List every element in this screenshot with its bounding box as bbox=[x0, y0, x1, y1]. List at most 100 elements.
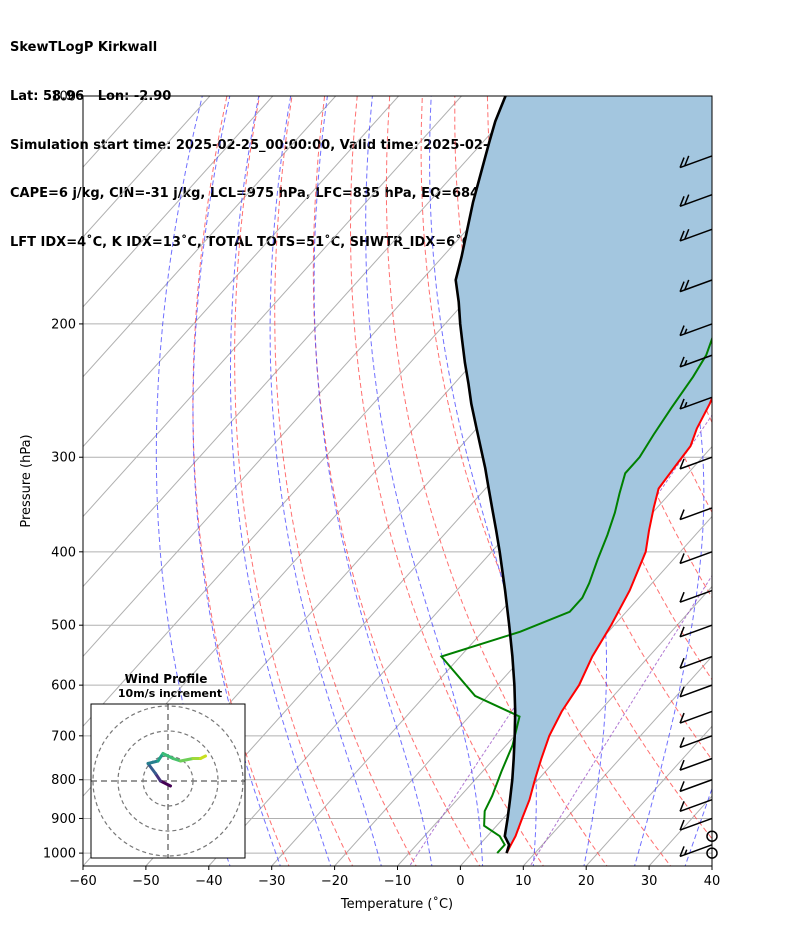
wind-barb bbox=[679, 624, 713, 638]
barb-shaft bbox=[679, 798, 713, 813]
y-tick-label: 500 bbox=[51, 619, 76, 634]
barb-shaft bbox=[679, 710, 713, 724]
x-tick-label: 10 bbox=[515, 874, 532, 889]
wind-barb bbox=[679, 817, 713, 831]
y-tick-label: 1000 bbox=[43, 847, 76, 862]
y-tick-label: 800 bbox=[51, 773, 76, 788]
x-tick-label: −50 bbox=[132, 874, 159, 889]
barb-half bbox=[684, 849, 688, 855]
wind-barb bbox=[679, 655, 713, 669]
barb-half bbox=[684, 401, 688, 408]
y-tick-label: 600 bbox=[51, 679, 76, 694]
y-tick-label: 300 bbox=[51, 451, 76, 466]
y-tick-label: 700 bbox=[51, 729, 76, 744]
wind-barb bbox=[679, 684, 713, 698]
dewpoint-line bbox=[439, 336, 712, 854]
x-tick-label: −40 bbox=[195, 874, 222, 889]
dry-adiabat bbox=[349, 96, 545, 866]
hodograph-segment bbox=[161, 752, 175, 760]
isotherm-line bbox=[397, 515, 712, 866]
barb-flag bbox=[679, 398, 685, 410]
wind-barb bbox=[679, 354, 713, 368]
barb-flag bbox=[679, 686, 685, 698]
y-tick-label: 100 bbox=[51, 90, 76, 105]
y-tick-label: 900 bbox=[51, 812, 76, 827]
moist-adiabat bbox=[269, 96, 382, 866]
wind-barb bbox=[679, 279, 713, 293]
moist-adiabat bbox=[313, 96, 433, 866]
indices-text: LFT IDX=4˚C, K IDX=13˚C, TOTAL TOTS=51˚C… bbox=[10, 234, 472, 250]
isotherm-line bbox=[83, 96, 337, 378]
dry-adiabat bbox=[274, 96, 417, 866]
x-tick-label: 30 bbox=[641, 874, 658, 889]
wind-barb bbox=[679, 193, 713, 208]
x-tick-label: −10 bbox=[384, 874, 411, 889]
y-tick-label: 400 bbox=[51, 545, 76, 560]
moist-adiabat bbox=[634, 96, 705, 866]
wind-barb bbox=[679, 710, 713, 724]
wind-barb bbox=[679, 228, 713, 242]
hodograph-segment bbox=[156, 752, 165, 763]
barb-shaft bbox=[679, 779, 713, 793]
barb-flag bbox=[679, 759, 685, 771]
location-text: Lat: 58.96 Lon: -2.90 bbox=[10, 89, 172, 105]
wind-barb bbox=[679, 396, 713, 410]
isotherm-line bbox=[334, 445, 712, 866]
wind-barb bbox=[679, 735, 713, 749]
hodograph-inset: Wind Profile 10m/s increment bbox=[90, 672, 246, 859]
wind-barb bbox=[679, 155, 713, 169]
dry-adiabat bbox=[454, 96, 712, 840]
barb-shaft bbox=[679, 551, 713, 565]
barb-half bbox=[684, 359, 688, 366]
barb-flag bbox=[679, 356, 685, 368]
barb-flag bbox=[679, 281, 685, 292]
barb-flag bbox=[679, 509, 685, 520]
wind-barb bbox=[679, 844, 713, 858]
hodograph-ring bbox=[117, 730, 219, 832]
moist-adiabat bbox=[230, 96, 332, 866]
x-axis-label: Temperature (˚C) bbox=[340, 896, 453, 912]
hodograph-segment bbox=[146, 762, 157, 775]
barb-flag bbox=[679, 657, 685, 669]
barb-flag bbox=[684, 279, 690, 291]
hodograph-frame bbox=[90, 703, 246, 859]
wind-barb bbox=[679, 589, 713, 603]
moist-adiabat bbox=[192, 96, 281, 866]
wind-barb bbox=[679, 779, 713, 793]
barb-flag bbox=[679, 458, 685, 470]
dry-adiabat bbox=[234, 96, 354, 866]
barb-shaft bbox=[679, 735, 713, 749]
barb-flag bbox=[679, 819, 685, 831]
chart-series bbox=[439, 96, 712, 854]
dry-adiabat bbox=[715, 96, 794, 869]
barb-half bbox=[684, 328, 688, 335]
hodograph-segment bbox=[159, 779, 172, 788]
hodograph-segment bbox=[199, 754, 207, 760]
isotherm-line bbox=[711, 865, 712, 866]
cape-area bbox=[455, 96, 712, 854]
y-tick-label: 200 bbox=[51, 317, 76, 332]
wind-barb bbox=[679, 551, 713, 565]
barb-shaft bbox=[679, 817, 713, 831]
barb-flag bbox=[679, 553, 685, 564]
wind-barb bbox=[679, 757, 713, 771]
dry-adiabat bbox=[312, 96, 481, 866]
barb-flag bbox=[679, 230, 685, 242]
parcel-line bbox=[454, 96, 517, 854]
barb-flag bbox=[684, 194, 690, 205]
barb-flag bbox=[679, 737, 685, 748]
barb-shaft bbox=[679, 624, 713, 638]
barb-flag bbox=[679, 591, 685, 603]
barb-flag bbox=[684, 228, 690, 240]
dry-adiabat bbox=[748, 96, 794, 869]
isotherm-line bbox=[460, 585, 712, 866]
wind-barb bbox=[679, 323, 713, 337]
hodograph-subtitle: 10m/s increment bbox=[118, 687, 222, 700]
chart-title: SkewTLogP Kirkwall bbox=[10, 40, 158, 56]
barb-flag bbox=[679, 712, 685, 724]
moist-adiabat bbox=[684, 787, 712, 866]
y-axis-label: Pressure (hPa) bbox=[19, 434, 34, 527]
moist-adiabat bbox=[734, 96, 794, 869]
isotherm-line bbox=[775, 96, 794, 866]
barb-shaft bbox=[679, 507, 713, 521]
